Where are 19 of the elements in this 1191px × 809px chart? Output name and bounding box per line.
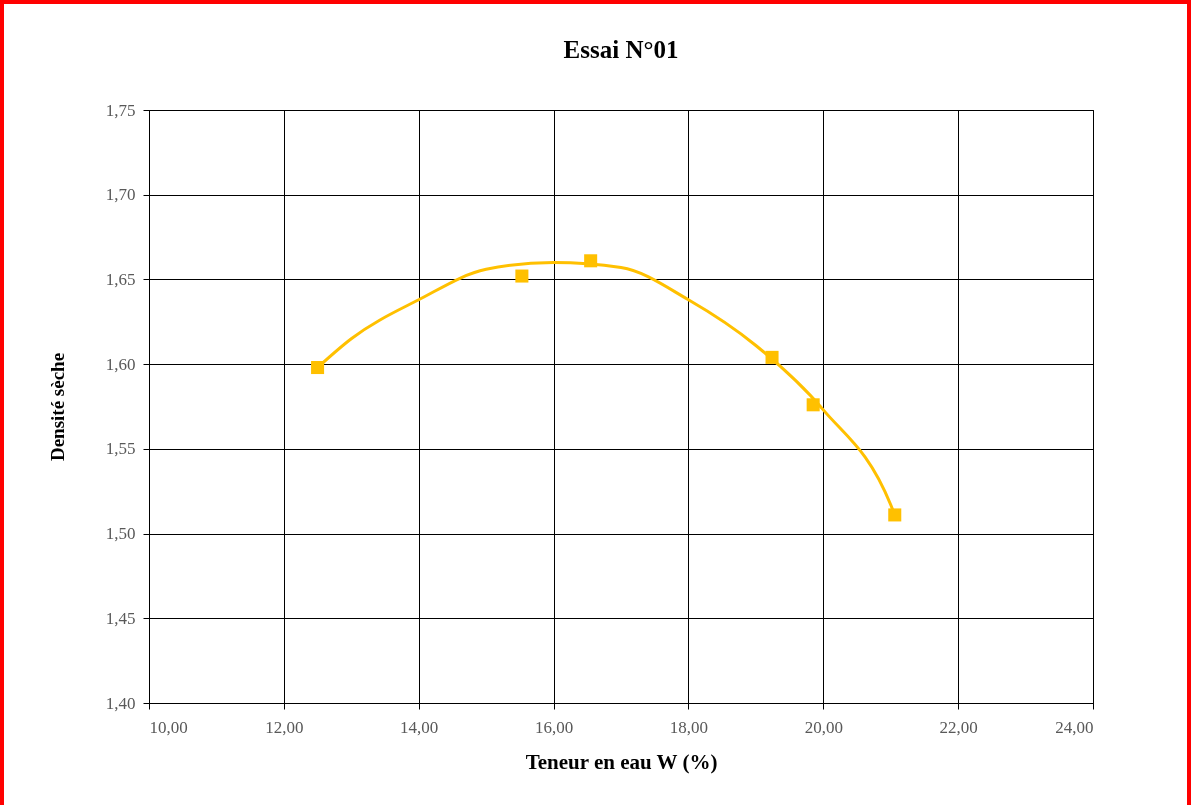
x-tick-label: 14,00 bbox=[400, 717, 439, 737]
y-axis-title: Densité sèche bbox=[46, 352, 68, 462]
y-tick-label: 1,75 bbox=[105, 100, 136, 120]
x-axis-title: Teneur en eau W (%) bbox=[525, 749, 718, 774]
x-tick-label: 20,00 bbox=[804, 717, 843, 737]
x-tick-label: 10,00 bbox=[149, 717, 188, 737]
x-tick-label: 24,00 bbox=[1055, 717, 1094, 737]
y-tick-label: 1,50 bbox=[105, 524, 136, 544]
y-tick-label: 1,55 bbox=[105, 439, 136, 459]
y-tick-label: 1,70 bbox=[105, 185, 136, 205]
y-tick-label: 1,40 bbox=[105, 693, 136, 713]
y-tick-label: 1,45 bbox=[105, 608, 136, 628]
x-tick-label: 12,00 bbox=[265, 717, 304, 737]
y-tick-label: 1,65 bbox=[105, 269, 136, 289]
y-tick-label: 1,60 bbox=[105, 354, 136, 374]
x-tick-label: 18,00 bbox=[669, 717, 709, 737]
x-tick-label: 22,00 bbox=[939, 717, 978, 737]
chart-title: Essai N°01 bbox=[563, 36, 679, 63]
x-tick-label: 16,00 bbox=[534, 717, 574, 737]
